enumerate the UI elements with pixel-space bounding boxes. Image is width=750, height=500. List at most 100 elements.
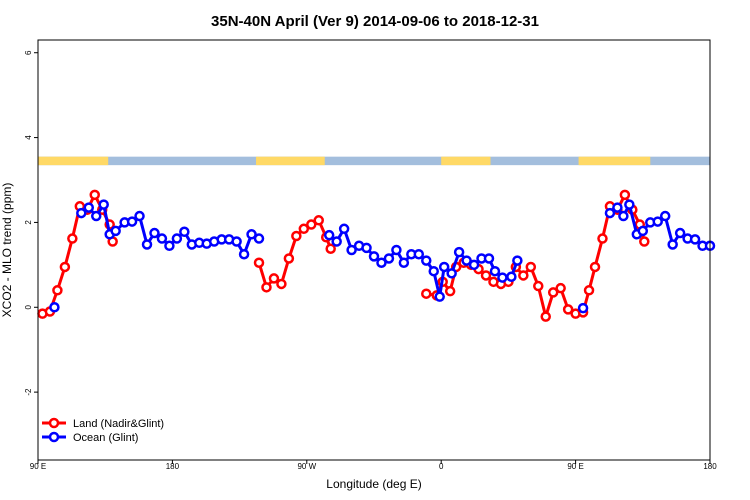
series-ocean-point xyxy=(171,233,183,244)
series-ocean-point xyxy=(659,210,671,222)
series-land-point xyxy=(597,233,608,244)
series-land-point xyxy=(306,219,317,230)
x-tick-label: 180 xyxy=(166,462,180,471)
x-tick-label: 90 E xyxy=(30,462,46,471)
series-ocean-point xyxy=(134,210,145,222)
y-tick-label: 6 xyxy=(24,50,33,55)
series-land-point xyxy=(540,311,551,322)
series-ocean-point xyxy=(637,225,649,237)
series-ocean-point xyxy=(76,207,87,219)
x-tick-label: 0 xyxy=(439,462,444,471)
series-ocean-point xyxy=(618,210,629,222)
legend-land-marker xyxy=(48,417,60,429)
series-land-point xyxy=(298,223,310,235)
series-ocean-point xyxy=(434,291,445,302)
series-ocean-point xyxy=(346,244,357,256)
series-ocean xyxy=(49,199,716,314)
series-ocean-point xyxy=(461,255,472,266)
series-ocean-point xyxy=(253,233,265,244)
land-band-segment xyxy=(38,156,109,166)
series-ocean-point xyxy=(383,253,395,264)
series-ocean-point xyxy=(398,257,410,268)
series-land-point xyxy=(589,261,601,273)
series-land-point xyxy=(253,257,265,268)
series-ocean-point xyxy=(238,248,250,260)
series-land-point xyxy=(313,215,324,226)
series-land-point xyxy=(639,236,650,247)
legend: Land (Nadir&Glint) Ocean (Glint) xyxy=(42,417,164,444)
x-tick-label: 90 W xyxy=(297,462,316,471)
series-land-point xyxy=(480,270,492,281)
series-land-point xyxy=(525,261,537,273)
series-ocean-point xyxy=(604,207,616,219)
series-ocean-point xyxy=(141,239,153,250)
series-ocean-point xyxy=(612,202,623,213)
series-land-point xyxy=(533,280,544,292)
series-land-point xyxy=(547,287,559,298)
series-ocean-point xyxy=(376,257,387,268)
legend-ocean-label: Ocean (Glint) xyxy=(73,432,138,444)
plot-area xyxy=(37,39,711,461)
series-ocean-point xyxy=(674,227,686,239)
y-tick-label: 0 xyxy=(24,304,33,309)
series-land-point xyxy=(583,285,595,296)
series-ocean-point xyxy=(90,210,102,222)
land-band-segment xyxy=(578,156,651,166)
series-ocean-point xyxy=(446,268,457,279)
series-land xyxy=(37,189,650,322)
series-ocean-point xyxy=(667,239,678,250)
y-tick-label: -2 xyxy=(24,388,33,396)
chart-title: 35N-40N April (Ver 9) 2014-09-06 to 2018… xyxy=(211,13,539,30)
series-ocean-point xyxy=(428,265,439,277)
land-band-segment xyxy=(441,156,491,166)
series-ocean-point xyxy=(110,225,121,237)
series-land-point xyxy=(268,273,280,284)
series-land-point xyxy=(518,270,529,281)
land-band-segment xyxy=(256,156,325,166)
series-land-point xyxy=(562,304,574,315)
series-layer xyxy=(37,189,716,322)
series-ocean-point xyxy=(149,227,160,239)
series-ocean-point xyxy=(231,236,242,247)
series-ocean-point xyxy=(453,246,465,258)
series-ocean-point xyxy=(391,244,402,256)
series-land-point xyxy=(444,285,456,297)
x-tick-label: 90 E xyxy=(567,462,583,471)
series-land-point xyxy=(619,189,631,201)
series-ocean-point xyxy=(421,255,432,266)
ocean-band xyxy=(38,156,710,166)
series-ocean-point xyxy=(323,229,335,241)
series-land-point xyxy=(555,282,566,294)
series-ocean-point xyxy=(368,251,380,262)
x-axis-label: Longitude (deg E) xyxy=(326,477,421,491)
x-tick-label: 180 xyxy=(703,462,717,471)
series-ocean-point xyxy=(156,233,168,244)
series-land-point xyxy=(52,285,63,296)
y-tick-label: 4 xyxy=(24,135,33,140)
y-tick-label: 2 xyxy=(24,220,33,225)
series-ocean-point xyxy=(164,240,175,252)
series-ocean-point xyxy=(98,199,109,210)
series-ocean-point xyxy=(489,265,501,277)
series-ocean-point xyxy=(83,202,95,213)
series-land-point xyxy=(59,261,71,273)
series-land-point xyxy=(291,230,302,242)
series-ocean-point xyxy=(413,248,425,260)
y-axis-label: XCO2 - MLO trend (ppm) xyxy=(0,183,14,318)
series-ocean-point xyxy=(497,272,508,283)
series-ocean-point xyxy=(331,236,342,247)
series-ocean-point xyxy=(624,199,635,210)
series-ocean-point xyxy=(506,271,517,282)
y-axis: -2 0 2 4 6 xyxy=(24,50,38,396)
x-axis: 90 E 180 90 W 0 90 E 180 xyxy=(30,460,717,471)
series-land-point xyxy=(67,233,78,244)
series-ocean-point xyxy=(652,216,663,227)
legend-land-label: Land (Nadir&Glint) xyxy=(73,418,164,430)
series-ocean-point xyxy=(179,226,190,238)
series-land-point xyxy=(276,278,287,290)
series-land-point xyxy=(325,243,336,254)
series-ocean-point xyxy=(338,223,350,235)
series-ocean-point xyxy=(49,302,60,313)
series-ocean-point xyxy=(246,229,257,240)
